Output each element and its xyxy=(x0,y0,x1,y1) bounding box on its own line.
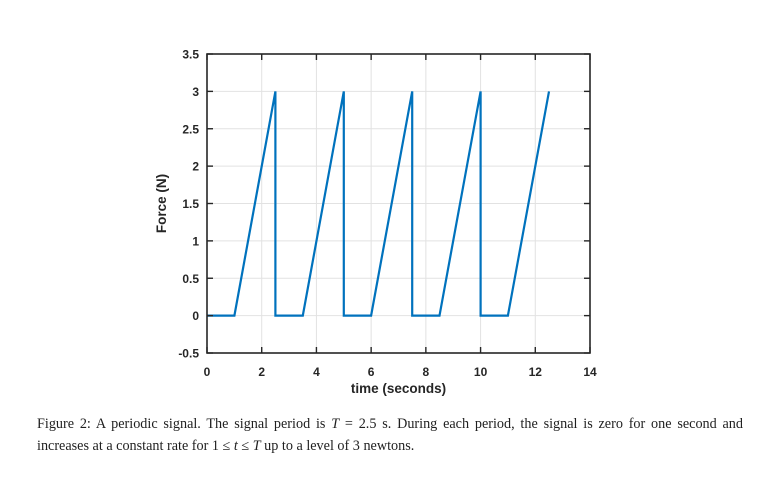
y-tick-label: 1.5 xyxy=(182,197,199,211)
caption-math-t: t xyxy=(233,438,238,454)
x-tick-label: 8 xyxy=(423,365,430,379)
signal-plot: 0 2 4 6 8 10 12 14 -0.5 0 0.5 1 1.5 2 2.5 3 3.5 time (sec… xyxy=(154,48,597,397)
y-tick-label: 0 xyxy=(192,309,199,323)
caption-text: up to a level of 3 newtons. xyxy=(260,438,415,454)
x-tick-label: 10 xyxy=(474,365,488,379)
x-tick-label: 6 xyxy=(368,365,375,379)
caption-text: = 2.5 s. During each period, the signal … xyxy=(37,416,743,454)
y-tick-label: 2.5 xyxy=(182,122,199,136)
x-tick-label: 0 xyxy=(204,365,211,379)
y-tick-label: 2 xyxy=(192,160,199,174)
y-tick-label: 3 xyxy=(192,85,199,99)
caption-text: Figure 2: A periodic signal. The signal … xyxy=(37,416,332,432)
x-tick-label: 2 xyxy=(258,365,265,379)
caption-math-T: T xyxy=(331,416,340,432)
caption-math-T: T xyxy=(252,438,261,454)
y-tick-label: -0.5 xyxy=(178,347,199,361)
y-tick-label: 0.5 xyxy=(182,272,199,286)
signal-line xyxy=(207,91,551,317)
x-axis-label: time (seconds) xyxy=(351,381,446,396)
x-tick-label: 4 xyxy=(313,365,320,379)
x-tick-label: 14 xyxy=(583,365,597,379)
x-tick-label: 12 xyxy=(529,365,543,379)
caption-text: ≤ xyxy=(237,438,253,454)
y-tick-label: 3.5 xyxy=(182,48,199,62)
figure-caption: Figure 2: A periodic signal. The signal … xyxy=(37,413,743,457)
y-axis-label: Force (N) xyxy=(154,174,169,233)
y-tick-label: 1 xyxy=(192,234,199,248)
